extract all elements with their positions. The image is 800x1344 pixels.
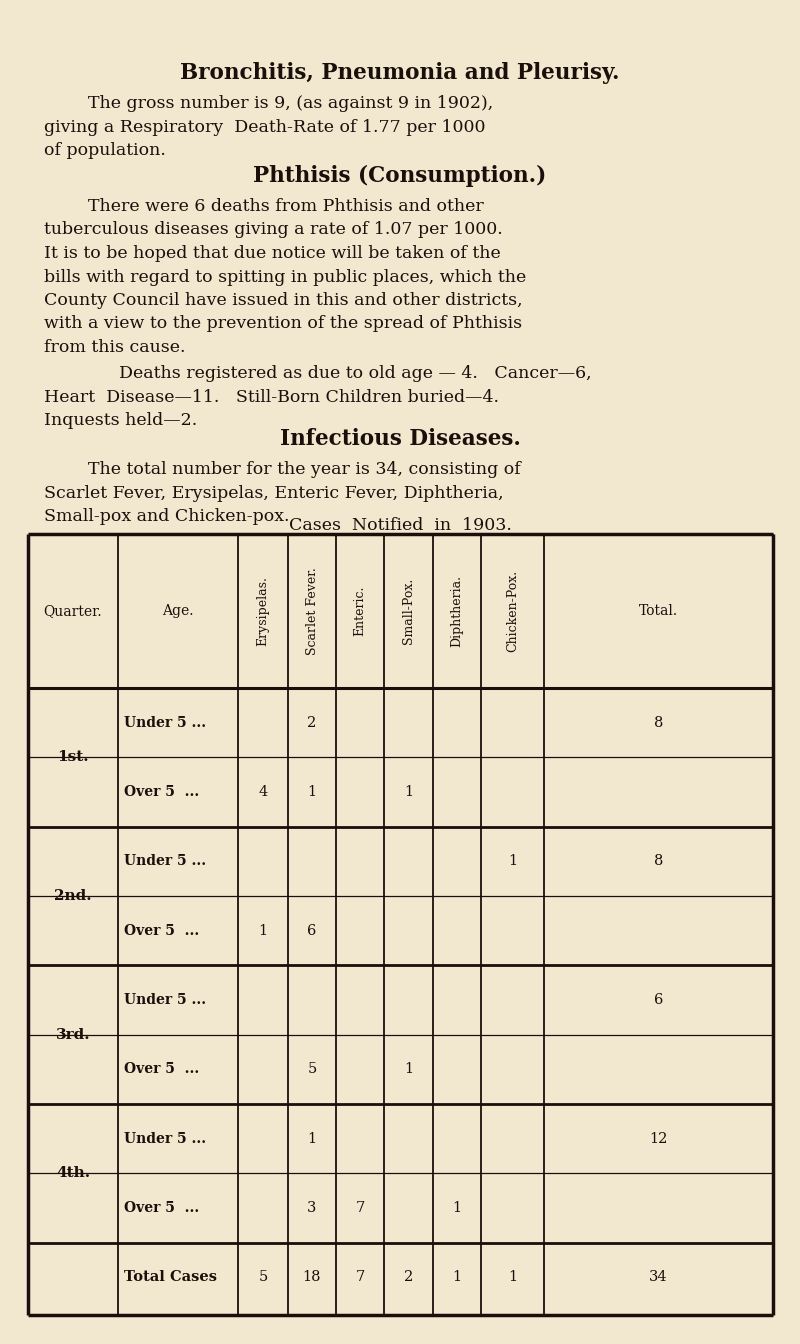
Text: Enteric.: Enteric. xyxy=(354,586,366,636)
Text: Small-Pox.: Small-Pox. xyxy=(402,578,415,644)
Text: County Council have issued in this and other districts,: County Council have issued in this and o… xyxy=(44,292,522,309)
Text: Diphtheria.: Diphtheria. xyxy=(450,575,463,646)
Text: 34: 34 xyxy=(649,1270,668,1285)
Text: Under 5 ...: Under 5 ... xyxy=(124,1132,206,1145)
Text: tuberculous diseases giving a rate of 1.07 per 1000.: tuberculous diseases giving a rate of 1.… xyxy=(44,222,502,238)
Text: Under 5 ...: Under 5 ... xyxy=(124,855,206,868)
Text: 8: 8 xyxy=(654,855,663,868)
Text: from this cause.: from this cause. xyxy=(44,339,186,356)
Text: There were 6 deaths from Phthisis and other: There were 6 deaths from Phthisis and ot… xyxy=(44,198,484,215)
Text: Small-pox and Chicken-pox.: Small-pox and Chicken-pox. xyxy=(44,508,290,526)
Text: 6: 6 xyxy=(654,993,663,1007)
Text: The total number for the year is 34, consisting of: The total number for the year is 34, con… xyxy=(44,461,521,478)
Text: of population.: of population. xyxy=(44,142,166,159)
Text: Scarlet Fever, Erysipelas, Enteric Fever, Diphtheria,: Scarlet Fever, Erysipelas, Enteric Fever… xyxy=(44,484,504,501)
Text: 1: 1 xyxy=(508,1270,517,1285)
Text: Over 5  ...: Over 5 ... xyxy=(124,785,199,798)
Text: Heart  Disease—11.   Still-Born Children buried—4.: Heart Disease—11. Still-Born Children bu… xyxy=(44,388,499,406)
Text: 2: 2 xyxy=(404,1270,413,1285)
Text: 8: 8 xyxy=(654,715,663,730)
Text: giving a Respiratory  Death-Rate of 1.77 per 1000: giving a Respiratory Death-Rate of 1.77 … xyxy=(44,118,486,136)
Text: 1: 1 xyxy=(258,923,267,938)
Text: 12: 12 xyxy=(650,1132,668,1145)
Text: Inquests held—2.: Inquests held—2. xyxy=(44,413,198,429)
Text: Erysipelas.: Erysipelas. xyxy=(257,577,270,646)
Text: Scarlet Fever.: Scarlet Fever. xyxy=(306,567,318,655)
Text: Under 5 ...: Under 5 ... xyxy=(124,993,206,1007)
Text: 5: 5 xyxy=(307,1062,317,1077)
Text: 2: 2 xyxy=(307,715,317,730)
Text: with a view to the prevention of the spread of Phthisis: with a view to the prevention of the spr… xyxy=(44,316,522,332)
Text: 2nd.: 2nd. xyxy=(54,888,92,903)
Text: 7: 7 xyxy=(355,1270,365,1285)
Text: 1: 1 xyxy=(404,1062,413,1077)
Text: 6: 6 xyxy=(307,923,317,938)
Text: The gross number is 9, (as against 9 in 1902),: The gross number is 9, (as against 9 in … xyxy=(44,95,494,112)
Text: 18: 18 xyxy=(302,1270,322,1285)
Text: 4th.: 4th. xyxy=(56,1167,90,1180)
Text: Chicken-Pox.: Chicken-Pox. xyxy=(506,570,519,652)
Text: 1: 1 xyxy=(307,1132,317,1145)
Text: 1: 1 xyxy=(404,785,413,798)
Text: 3: 3 xyxy=(307,1202,317,1215)
Text: Age.: Age. xyxy=(162,603,194,618)
Text: 1: 1 xyxy=(453,1202,462,1215)
Text: Under 5 ...: Under 5 ... xyxy=(124,715,206,730)
Text: 1: 1 xyxy=(307,785,317,798)
Text: Infectious Diseases.: Infectious Diseases. xyxy=(279,427,521,450)
Text: 4: 4 xyxy=(258,785,268,798)
Text: Phthisis (Consumption.): Phthisis (Consumption.) xyxy=(254,165,546,187)
Text: 7: 7 xyxy=(355,1202,365,1215)
Text: 5: 5 xyxy=(258,1270,268,1285)
Text: 1: 1 xyxy=(453,1270,462,1285)
Text: Over 5  ...: Over 5 ... xyxy=(124,1202,199,1215)
Text: Quarter.: Quarter. xyxy=(44,603,102,618)
Text: It is to be hoped that due notice will be taken of the: It is to be hoped that due notice will b… xyxy=(44,245,501,262)
Text: bills with regard to spitting in public places, which the: bills with regard to spitting in public … xyxy=(44,269,526,285)
Text: 1st.: 1st. xyxy=(57,750,89,765)
Text: 1: 1 xyxy=(508,855,517,868)
Text: Bronchitis, Pneumonia and Pleurisy.: Bronchitis, Pneumonia and Pleurisy. xyxy=(180,62,620,83)
Text: 3rd.: 3rd. xyxy=(56,1028,90,1042)
Text: Total Cases: Total Cases xyxy=(124,1270,217,1285)
Text: Total.: Total. xyxy=(639,603,678,618)
Text: Over 5  ...: Over 5 ... xyxy=(124,923,199,938)
Text: Deaths registered as due to old age — 4.   Cancer—6,: Deaths registered as due to old age — 4.… xyxy=(75,366,592,382)
Text: Cases  Notified  in  1903.: Cases Notified in 1903. xyxy=(289,517,511,534)
Text: Over 5  ...: Over 5 ... xyxy=(124,1062,199,1077)
